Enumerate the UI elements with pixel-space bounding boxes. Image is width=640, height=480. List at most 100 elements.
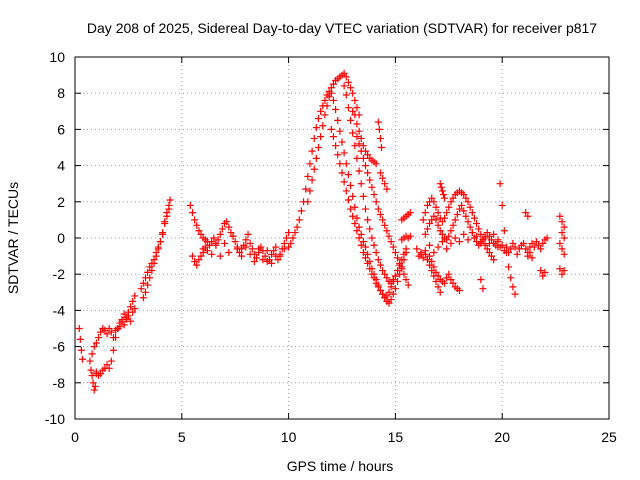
data-point-s5 (127, 317, 135, 325)
data-point-s25 (430, 272, 438, 280)
data-point-s9 (218, 225, 226, 233)
data-point-s12 (351, 203, 359, 211)
y-tick-label: 6 (57, 121, 65, 137)
data-point-s21 (460, 191, 468, 199)
data-point-s13 (338, 169, 346, 177)
data-point-s4 (105, 364, 113, 372)
data-point-s29 (530, 243, 538, 251)
data-point-s13 (379, 290, 387, 298)
y-tick-label: -6 (53, 339, 66, 355)
data-point-s29 (494, 238, 502, 246)
data-point-s21 (475, 225, 483, 233)
data-point-s9 (270, 247, 278, 255)
data-point-s22 (483, 229, 491, 237)
data-point-s34 (558, 245, 566, 253)
data-point-s2 (91, 382, 99, 390)
data-point-s4 (107, 357, 115, 365)
data-point-s5 (131, 305, 139, 313)
data-point-s23 (434, 243, 442, 251)
data-point-s11 (312, 124, 320, 132)
data-point-s21 (432, 203, 440, 211)
data-point-s21 (485, 248, 493, 256)
data-point-s3 (97, 328, 105, 336)
data-point-s16 (398, 265, 406, 273)
data-point-s24 (430, 263, 438, 271)
data-point-s11 (304, 172, 312, 180)
data-point-s17 (375, 125, 383, 133)
data-point-s6 (139, 279, 147, 287)
data-point-s22 (485, 232, 493, 240)
data-point-s12 (327, 89, 335, 97)
data-point-s21 (445, 203, 453, 211)
data-point-s21 (488, 252, 496, 260)
data-point-s9 (214, 236, 222, 244)
data-point-s4 (92, 368, 100, 376)
data-point-s9 (223, 218, 231, 226)
data-point-s13 (357, 241, 365, 249)
data-point-s29 (543, 234, 551, 242)
data-point-s10 (263, 247, 271, 255)
data-point-s22 (464, 218, 472, 226)
data-point-s6 (144, 268, 152, 276)
data-point-s11 (321, 96, 329, 104)
data-point-s23 (455, 238, 463, 246)
data-point-s27 (477, 276, 485, 284)
data-point-s12 (349, 192, 357, 200)
data-point-s30 (524, 212, 532, 220)
y-tick-label: -4 (53, 302, 66, 318)
data-point-s32 (541, 268, 549, 276)
data-point-s11 (329, 80, 337, 88)
data-point-s22 (426, 220, 434, 228)
data-point-s28 (496, 180, 504, 188)
data-point-s24 (417, 248, 425, 256)
data-point-s29 (528, 239, 536, 247)
data-point-s21 (481, 241, 489, 249)
data-point-s21 (462, 194, 470, 202)
data-point-s14 (381, 270, 389, 278)
data-point-s16 (353, 133, 361, 141)
data-point-s11 (347, 84, 355, 92)
data-point-s13 (336, 160, 344, 168)
data-point-s11 (340, 69, 348, 77)
data-point-s14 (364, 216, 372, 224)
data-point-s15 (353, 120, 361, 128)
data-point-s3 (92, 339, 100, 347)
data-point-s10 (255, 245, 263, 253)
data-point-s35 (556, 265, 564, 273)
data-point-s9 (227, 229, 235, 237)
data-point-s7 (141, 288, 149, 296)
data-point-s16 (383, 227, 391, 235)
y-axis-title: SDTVAR / TECUs (5, 182, 21, 294)
data-point-s9 (195, 256, 203, 264)
data-point-s23 (447, 239, 455, 247)
data-point-s16 (402, 276, 410, 284)
data-point-s4 (109, 346, 117, 354)
data-point-s10 (280, 245, 288, 253)
data-point-s21 (430, 198, 438, 206)
data-point-s12 (357, 230, 365, 238)
data-point-s9 (193, 261, 201, 269)
data-point-s16 (381, 221, 389, 229)
data-point-s11 (308, 147, 316, 155)
data-point-s9 (282, 234, 290, 242)
data-point-s24 (441, 279, 449, 287)
data-point-s12 (321, 111, 329, 119)
data-point-s13 (385, 288, 393, 296)
data-point-s14 (355, 167, 363, 175)
data-point-s12 (353, 214, 361, 222)
data-point-s12 (312, 154, 320, 162)
data-point-s16 (379, 216, 387, 224)
data-point-s13 (349, 212, 357, 220)
data-point-s7 (146, 274, 154, 282)
data-point-s2 (89, 379, 97, 387)
data-point-s9 (248, 245, 256, 253)
data-point-s28 (507, 274, 515, 282)
data-point-s28 (511, 290, 519, 298)
y-tick-labels: -10 -8 -6 -4 -2 0 2 4 6 8 10 (45, 49, 65, 427)
data-point-s12 (344, 171, 352, 179)
data-point-s16 (368, 183, 376, 191)
y-tick-label: -2 (53, 266, 66, 282)
data-point-s24 (447, 276, 455, 284)
data-point-s14 (374, 256, 382, 264)
data-point-s3 (105, 325, 113, 332)
